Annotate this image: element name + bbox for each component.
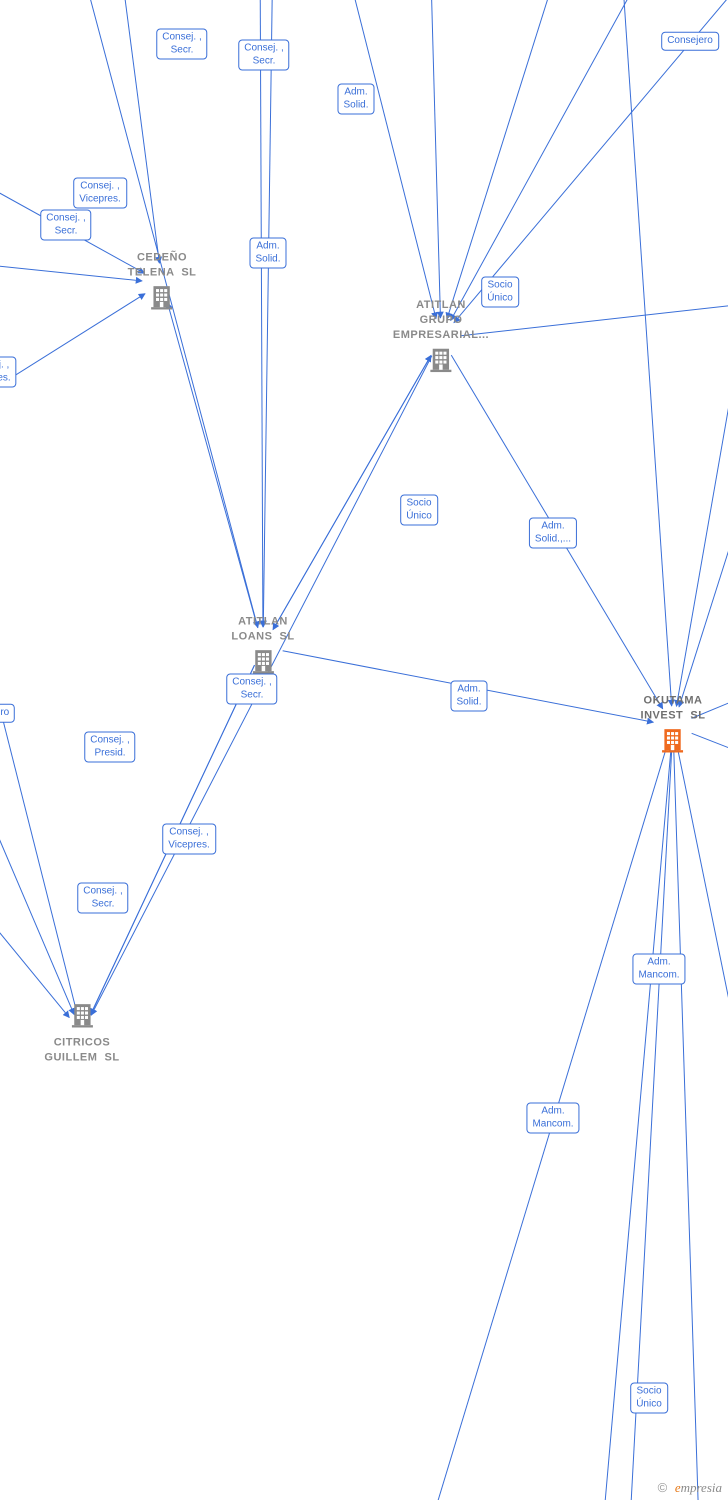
node-label: ATITLANGRUPOEMPRESARIAL... — [393, 298, 489, 343]
edge-label: Consej. ,Secr. — [226, 674, 277, 705]
edge-label: Consej. ,Vicepres. — [162, 824, 216, 855]
copyright-symbol: © — [658, 1480, 668, 1495]
edge-label: Adm.Solid. — [337, 84, 374, 115]
node-cedeno[interactable]: CEDEÑOTELENA SL — [128, 251, 197, 316]
edge — [430, 0, 440, 318]
edge — [260, 0, 263, 627]
edge — [677, 746, 728, 1250]
edge-label: ero — [0, 704, 15, 723]
edge-label: SocioÚnico — [630, 1383, 668, 1414]
edge — [447, 0, 560, 319]
edge — [340, 0, 436, 319]
edge — [167, 302, 257, 627]
edge-label: Adm.Mancom. — [632, 954, 685, 985]
node-atitlan_loans[interactable]: ATITLANLOANS SL — [231, 615, 294, 680]
edge — [120, 0, 159, 263]
building-icon — [148, 282, 176, 310]
network-canvas[interactable]: CEDEÑOTELENA SL ATITLANGRUPOEMPRESARIAL.… — [0, 0, 728, 1500]
node-atitlan_grupo[interactable]: ATITLANGRUPOEMPRESARIAL... — [393, 298, 489, 378]
edge-label: Adm.Mancom. — [526, 1103, 579, 1134]
edge-label: j. ,es. — [0, 357, 17, 388]
edge — [273, 355, 431, 629]
node-label: OKUTAMAINVEST SL — [641, 694, 706, 724]
edge — [679, 420, 728, 707]
edge-label: Consej. ,Secr. — [40, 210, 91, 241]
edge — [0, 294, 145, 410]
edge-label: Consej. ,Presid. — [84, 732, 135, 763]
edge — [451, 0, 660, 320]
node-label: ATITLANLOANS SL — [231, 615, 294, 645]
edge-label: Consej. ,Vicepres. — [73, 178, 127, 209]
edge-label: SocioÚnico — [481, 277, 519, 308]
edge-label: Adm.Solid. — [450, 681, 487, 712]
edge-label: SocioÚnico — [400, 495, 438, 526]
building-icon — [249, 646, 277, 674]
edge — [620, 0, 672, 706]
edge-label: Consej. ,Secr. — [156, 29, 207, 60]
node-label: CEDEÑOTELENA SL — [128, 251, 197, 281]
edge — [273, 355, 431, 629]
watermark: © empresia — [658, 1480, 722, 1496]
node-citricos[interactable]: CITRICOSGUILLEM SL — [44, 1001, 119, 1066]
edge-label: Adm.Solid.,... — [529, 518, 577, 549]
edge — [0, 550, 77, 1014]
edge — [263, 0, 273, 627]
edge — [0, 860, 69, 1018]
edge-label: Consejero — [661, 32, 719, 51]
edge — [0, 700, 74, 1015]
building-icon — [659, 725, 687, 753]
edge — [674, 746, 700, 1500]
node-okutama[interactable]: OKUTAMAINVEST SL — [641, 694, 706, 759]
edge-label: Consej. ,Secr. — [77, 883, 128, 914]
node-label: CITRICOSGUILLEM SL — [44, 1036, 119, 1066]
edge — [676, 170, 728, 706]
edge-label: Adm.Solid. — [249, 238, 286, 269]
edge-label: Consej. ,Secr. — [238, 40, 289, 71]
watermark-brand-rest: mpresia — [681, 1480, 722, 1495]
building-icon — [427, 345, 455, 373]
building-icon — [68, 1001, 96, 1029]
edge — [0, 260, 142, 281]
